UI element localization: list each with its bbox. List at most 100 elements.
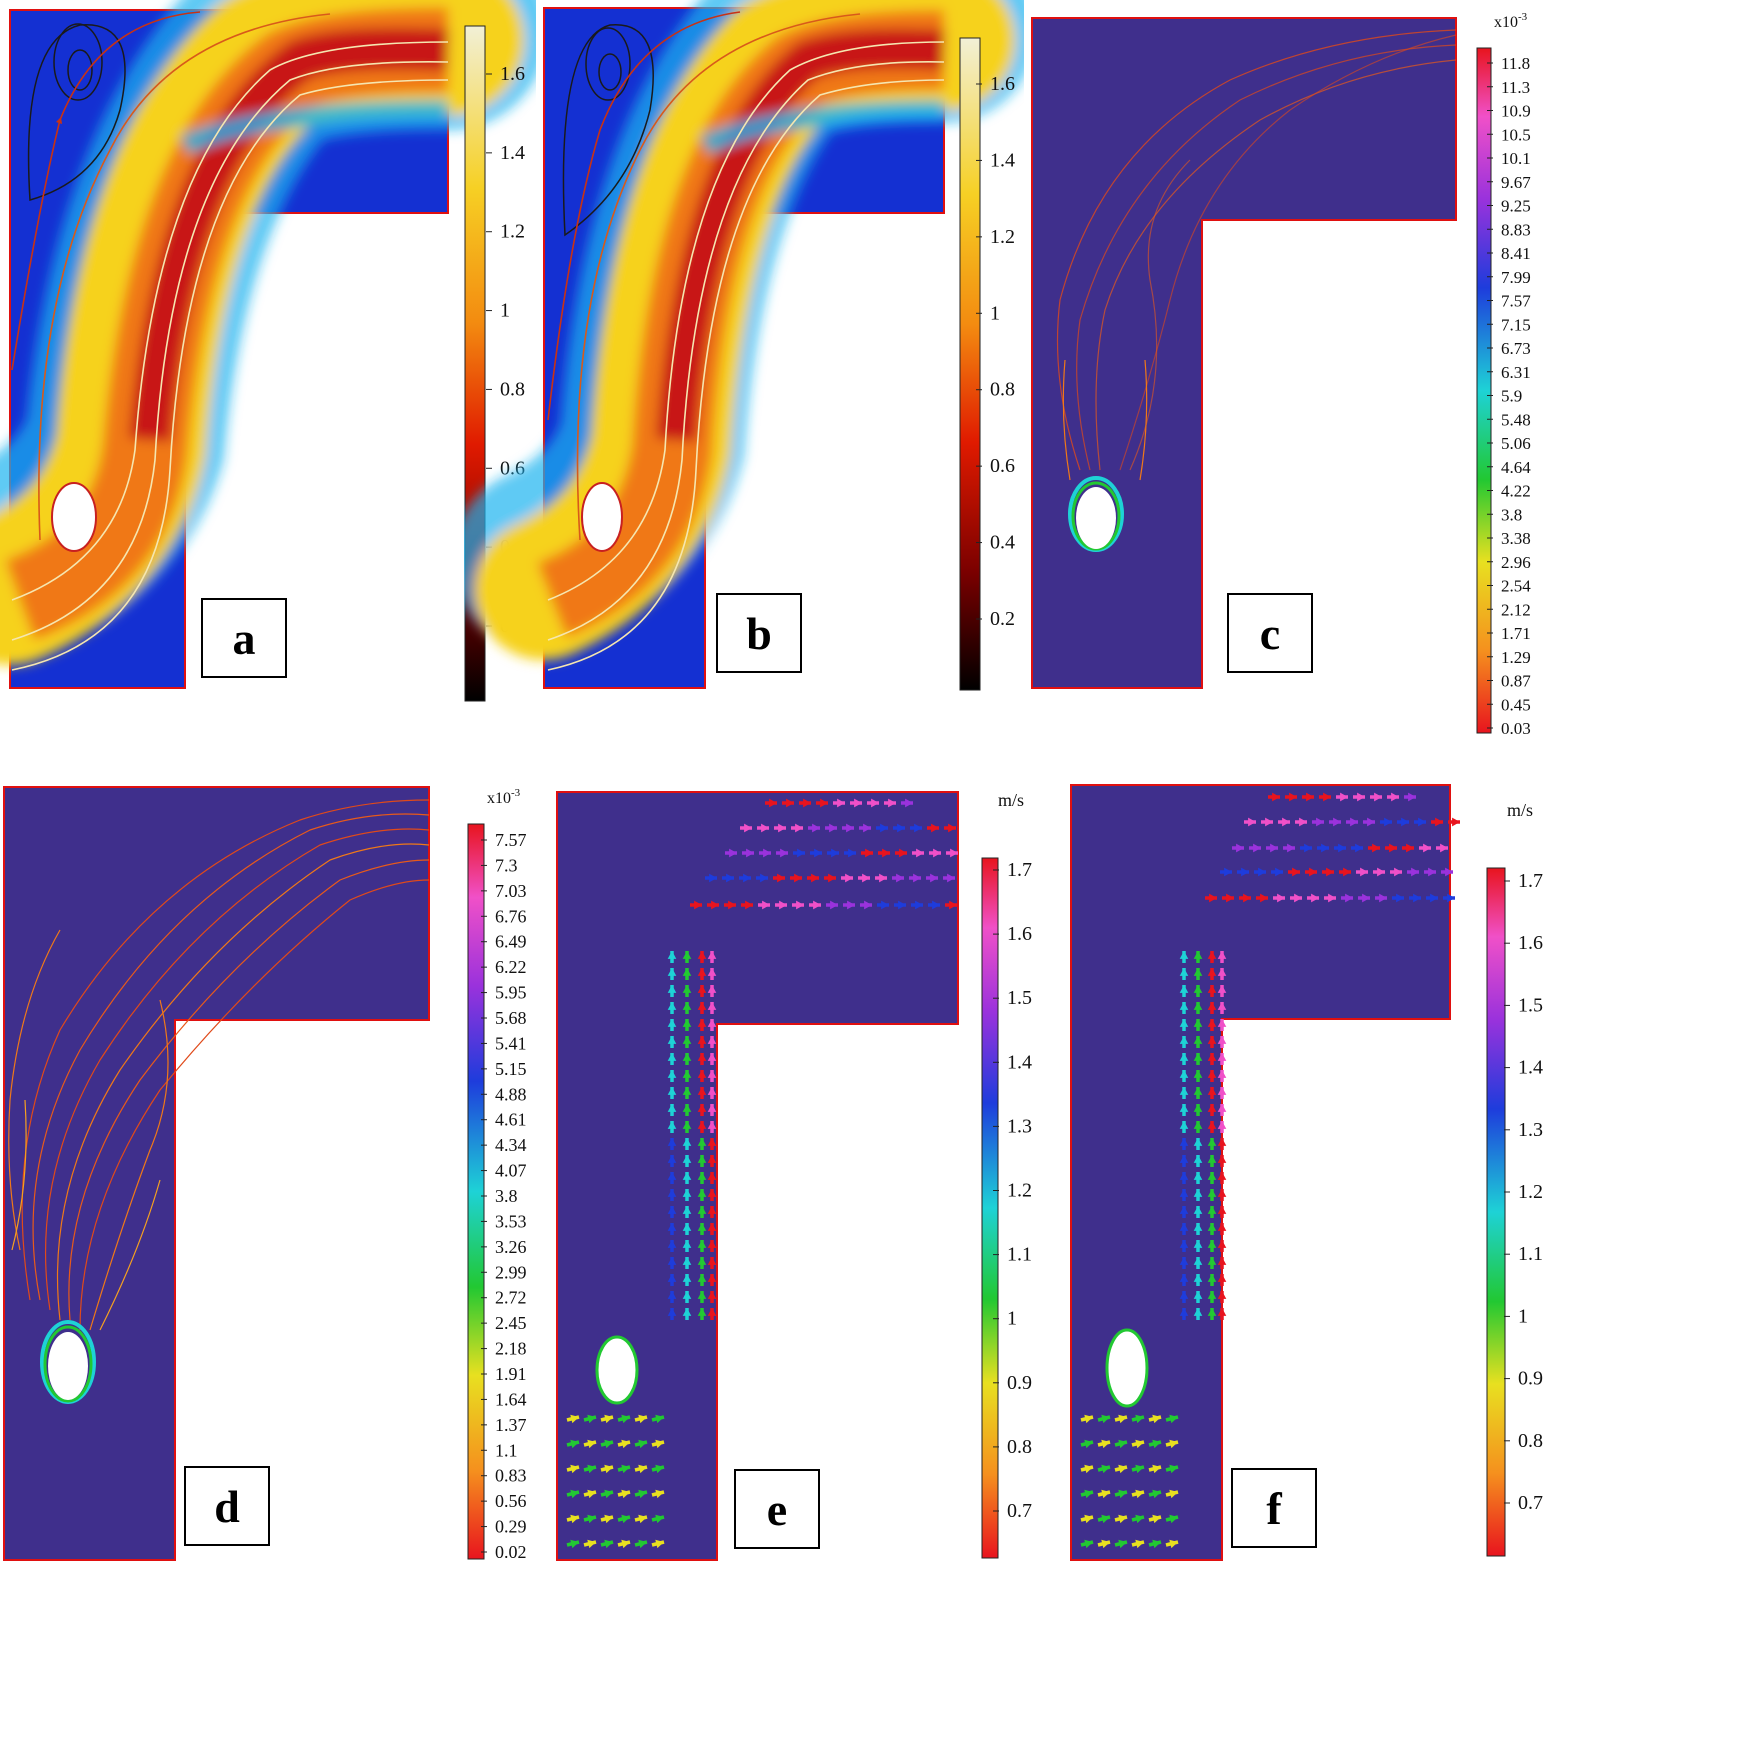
velocity-arrow-head [1372,843,1380,853]
velocity-arrow-head [1179,1257,1189,1265]
velocity-arrow-head [707,985,717,993]
velocity-arrow-head [726,873,734,883]
velocity-arrow-head [587,1539,596,1549]
velocity-arrow-head [655,1464,664,1474]
velocity-arrow-head [621,1439,630,1449]
velocity-arrow-head [1101,1464,1110,1474]
velocity-arrow-head [871,798,879,808]
velocity-arrow-head [1207,951,1217,959]
velocity-arrow-head [1084,1414,1093,1424]
velocity-arrow-head [1418,817,1426,827]
colorbar-tick-label: 1.6 [500,63,525,85]
colorbar-tick-label: 11.3 [1501,78,1530,97]
velocity-arrow-head [847,900,855,910]
colorbar-tick-label: 1.7 [1518,870,1543,892]
velocity-arrow-head [707,1291,717,1299]
velocity-arrow-head [707,1308,717,1316]
velocity-arrow-head [777,873,785,883]
velocity-arrow-head [1169,1539,1178,1549]
velocity-arrow-head [655,1514,664,1524]
velocity-arrow-head [837,798,845,808]
velocity-arrow-head [1207,1036,1217,1044]
velocity-arrow-head [1207,1223,1217,1231]
velocity-arrow-head [879,873,887,883]
colorbar-tick-label: 8.83 [1501,220,1531,239]
velocity-arrow-head [1224,867,1232,877]
velocity-arrow-head [1193,1172,1203,1180]
velocity-arrow-head [667,1104,677,1112]
velocity-arrow-head [682,1308,692,1316]
velocity-arrow-head [1118,1539,1127,1549]
velocity-arrow-head [697,1206,707,1214]
colorbar-tick-label: 1.71 [1501,624,1531,643]
panel-b: 1.6 1.4 1.2 1 0.8 0.6 0.4 0.2 [451,0,1037,691]
colorbar-tick-label: 1.4 [1007,1051,1032,1073]
velocity-arrow-head [682,1002,692,1010]
velocity-arrow-head [697,951,707,959]
velocity-arrow-head [570,1539,579,1549]
velocity-arrow-head [697,1087,707,1095]
velocity-arrow-head [667,1036,677,1044]
panel-d-colorbar [467,823,485,1560]
panel-b-colorbar-ticks: 1.6 1.4 1.2 1 0.8 0.6 0.4 0.2 [976,73,1015,630]
velocity-arrow-head [1193,1291,1203,1299]
panel-label-c: c [1227,593,1313,673]
velocity-arrow-head [1152,1414,1161,1424]
panel-b-colorbar [959,37,981,691]
velocity-arrow-head [864,900,872,910]
velocity-arrow-head [1282,817,1290,827]
velocity-arrow-head [862,873,870,883]
velocity-arrow-head [916,848,924,858]
velocity-arrow-head [1084,1439,1093,1449]
velocity-arrow-head [897,823,905,833]
velocity-arrow-head [587,1439,596,1449]
velocity-arrow-head [1217,968,1227,976]
velocity-arrow-head [1258,867,1266,877]
velocity-arrow-head [828,873,836,883]
velocity-arrow-head [638,1539,647,1549]
colorbar-tick-label: 7.99 [1501,268,1531,287]
panel-f-colorbar-unit: m/s [1507,800,1533,820]
velocity-arrow-head [1152,1539,1161,1549]
velocity-arrow-head [1101,1414,1110,1424]
velocity-arrow-head [1217,1053,1227,1061]
colorbar-tick-label: 1.4 [1518,1057,1543,1079]
colorbar-tick-label: 4.07 [495,1161,527,1181]
velocity-arrow-head [1345,893,1353,903]
colorbar-tick-label: 0.7 [1007,1500,1032,1522]
velocity-arrow-head [1193,1002,1203,1010]
velocity-arrow-head [667,1223,677,1231]
velocity-arrow-head [794,873,802,883]
velocity-arrow-head [707,1155,717,1163]
velocity-arrow-head [1243,893,1251,903]
velocity-arrow-head [1179,1206,1189,1214]
velocity-arrow-head [667,1308,677,1316]
velocity-arrow-head [1193,985,1203,993]
velocity-arrow-head [697,1036,707,1044]
colorbar-tick-label: 5.68 [495,1008,527,1028]
colorbar-tick-label: 0.45 [1501,695,1531,714]
panel-b-cylinder [581,482,623,552]
velocity-arrow-head [667,1138,677,1146]
velocity-arrow-head [1193,1155,1203,1163]
velocity-arrow-head [1217,1206,1227,1214]
panel-c-cylinder [1076,487,1116,549]
velocity-arrow-head [1270,843,1278,853]
velocity-arrow-head [682,1138,692,1146]
velocity-arrow-head [1207,1138,1217,1146]
colorbar-tick-label: 7.57 [495,830,527,850]
velocity-arrow-head [1265,817,1273,827]
colorbar-tick-label: 0.03 [1501,719,1531,738]
velocity-arrow-head [1413,893,1421,903]
velocity-arrow-head [1169,1514,1178,1524]
colorbar-tick-label: 2.72 [495,1288,527,1308]
velocity-arrow-head [570,1489,579,1499]
panel-label-e-text: e [766,1483,788,1535]
velocity-arrow-head [697,1240,707,1248]
velocity-arrow-head [682,1172,692,1180]
velocity-arrow-head [795,823,803,833]
panel-label-b-text: b [746,607,772,659]
velocity-arrow-head [1101,1539,1110,1549]
colorbar-tick-label: 3.8 [495,1186,518,1206]
colorbar-tick-label: 1.3 [1518,1119,1543,1141]
